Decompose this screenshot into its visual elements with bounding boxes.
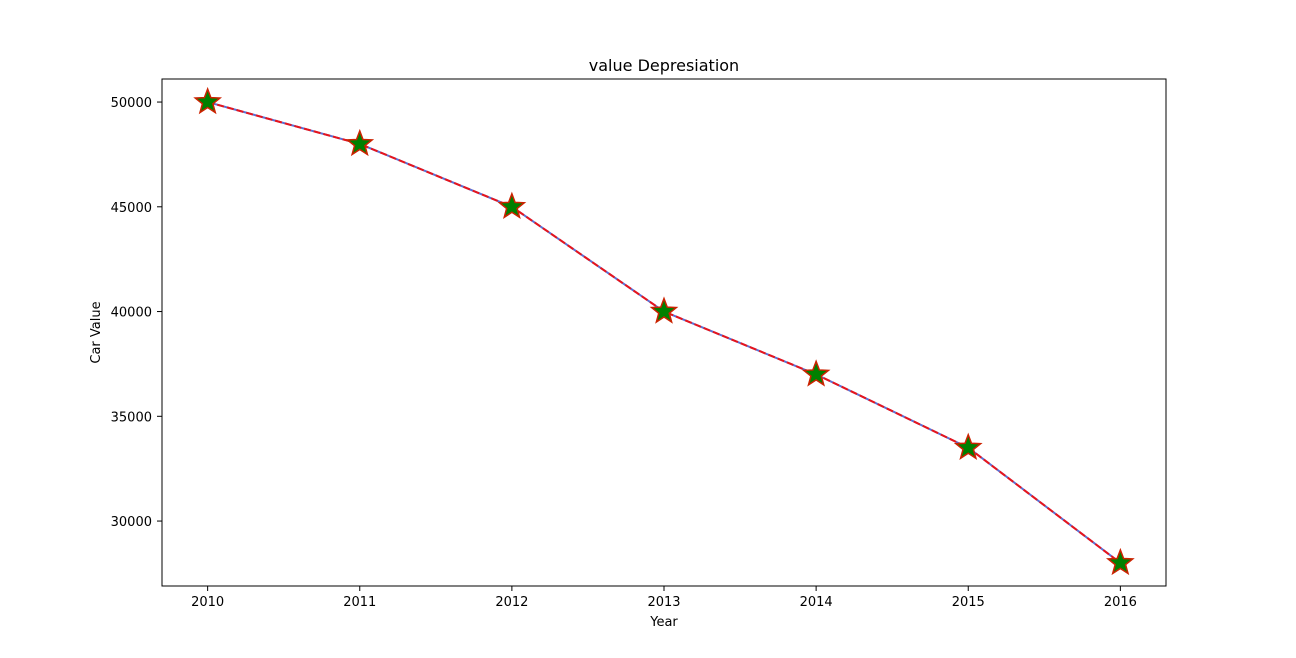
data-point-2013	[649, 296, 679, 324]
data-point-2012	[497, 191, 527, 220]
x-tick-label: 2015	[952, 595, 985, 610]
x-axis-label: Year	[649, 615, 678, 630]
y-tick-label: 40000	[111, 306, 152, 321]
y-axis-label: Car Value	[89, 301, 104, 363]
x-tick-label: 2016	[1104, 595, 1137, 610]
x-tick-label: 2011	[343, 595, 376, 610]
data-point-2011	[345, 128, 375, 157]
chart-title: value Depresiation	[589, 56, 739, 75]
y-axis: 30000 35000 40000 45000 50000	[111, 96, 162, 530]
data-point-2016	[1105, 547, 1135, 576]
y-tick-label: 30000	[111, 515, 152, 530]
y-tick-label: 50000	[111, 96, 152, 111]
data-point-2014	[801, 359, 831, 387]
x-tick-label: 2012	[495, 595, 528, 610]
y-tick-label: 45000	[111, 201, 152, 216]
plot-area	[193, 86, 1135, 576]
x-tick-label: 2010	[191, 595, 224, 610]
x-tick-label: 2013	[647, 595, 680, 610]
data-point-2015	[953, 432, 983, 460]
x-tick-label: 2014	[800, 595, 833, 610]
y-tick-label: 35000	[111, 410, 152, 425]
x-axis: 2010 2011 2012 2013 2014 2015 2016	[191, 586, 1137, 610]
data-point-2010	[193, 86, 223, 115]
